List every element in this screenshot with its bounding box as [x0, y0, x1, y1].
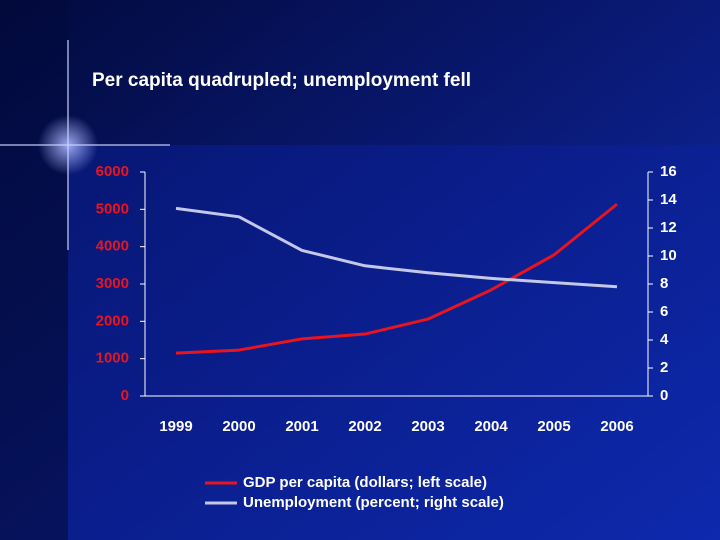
- series-line: [175, 202, 618, 355]
- y-tick-label: 4000: [96, 238, 129, 255]
- y-tick-label: 3000: [96, 275, 129, 292]
- y2-tick-label: 8: [660, 275, 668, 292]
- series-line: [175, 206, 618, 289]
- x-tick-label: 2004: [474, 418, 508, 435]
- x-tick-label: 2006: [600, 418, 633, 435]
- y2-tick-label: 10: [660, 247, 677, 264]
- y2-tick-label: 12: [660, 219, 677, 236]
- x-tick-label: 2005: [537, 418, 570, 435]
- y-tick-label: 2000: [96, 312, 129, 329]
- x-tick-label: 2002: [348, 418, 381, 435]
- y-tick-label: 5000: [96, 200, 129, 217]
- side-band: [0, 0, 68, 540]
- x-tick-label: 2000: [222, 418, 255, 435]
- content-panel: [68, 145, 720, 540]
- y2-tick-label: 0: [660, 387, 668, 404]
- chart-title: Per capita quadrupled; unemployment fell: [92, 70, 471, 91]
- y2-tick-label: 2: [660, 359, 668, 376]
- legend-label: GDP per capita (dollars; left scale): [243, 474, 487, 491]
- x-tick-label: 1999: [159, 418, 192, 435]
- x-tick-label: 2001: [285, 418, 318, 435]
- y2-tick-label: 16: [660, 163, 677, 180]
- y2-tick-label: 4: [660, 331, 669, 348]
- y2-tick-label: 14: [660, 191, 677, 208]
- legend-label: Unemployment (percent; right scale): [243, 494, 504, 511]
- y-tick-label: 6000: [96, 163, 129, 180]
- y-tick-label: 1000: [96, 350, 129, 367]
- x-tick-label: 2003: [411, 418, 444, 435]
- y2-tick-label: 6: [660, 303, 668, 320]
- plot: 0 1000 2000 3000 4000 5000 6000 0 2 4 6 8 10 12 14 16 19…: [96, 163, 678, 511]
- y-tick-label: 0: [121, 387, 129, 404]
